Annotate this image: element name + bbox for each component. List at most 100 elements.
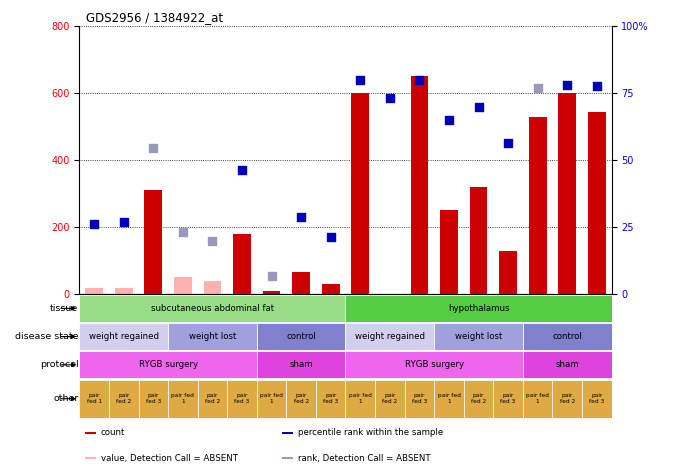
Text: pair fed
1: pair fed 1 <box>261 393 283 404</box>
Bar <box>552 380 582 418</box>
Bar <box>410 76 428 294</box>
Text: RYGB surgery: RYGB surgery <box>405 360 464 369</box>
Text: pair
fed 3: pair fed 3 <box>234 393 249 404</box>
Point <box>148 145 159 152</box>
Bar <box>346 295 612 322</box>
Bar <box>375 380 405 418</box>
Text: weight regained: weight regained <box>89 332 159 341</box>
Point <box>207 237 218 245</box>
Point <box>532 84 543 92</box>
Point <box>88 220 100 228</box>
Bar <box>85 457 97 459</box>
Bar <box>434 380 464 418</box>
Bar <box>79 295 346 322</box>
Text: disease state: disease state <box>15 332 78 341</box>
Point <box>325 234 337 241</box>
Text: subcutaneous abdominal fat: subcutaneous abdominal fat <box>151 304 274 313</box>
Text: pair
fed 2: pair fed 2 <box>205 393 220 404</box>
Text: GDS2956 / 1384922_at: GDS2956 / 1384922_at <box>86 11 223 24</box>
Bar <box>168 380 198 418</box>
Point <box>562 81 573 89</box>
Bar <box>198 380 227 418</box>
Bar <box>493 380 523 418</box>
Bar <box>529 117 547 294</box>
Text: protocol: protocol <box>40 360 78 369</box>
Point <box>296 213 307 221</box>
Bar <box>499 251 517 294</box>
Bar <box>346 351 523 378</box>
Bar <box>346 323 434 350</box>
Point <box>354 76 366 83</box>
Bar <box>115 288 133 294</box>
Point <box>236 166 247 174</box>
Bar <box>292 273 310 294</box>
Bar <box>440 210 458 294</box>
Bar <box>282 457 294 459</box>
Text: pair
fed 2: pair fed 2 <box>294 393 309 404</box>
Bar <box>79 351 257 378</box>
Text: hypothalamus: hypothalamus <box>448 304 509 313</box>
Bar <box>282 432 294 434</box>
Text: other: other <box>53 394 78 403</box>
Text: pair
fed 3: pair fed 3 <box>500 393 515 404</box>
Point <box>591 82 603 90</box>
Text: rank, Detection Call = ABSENT: rank, Detection Call = ABSENT <box>298 454 430 463</box>
Text: weight lost: weight lost <box>189 332 236 341</box>
Bar <box>346 380 375 418</box>
Bar <box>227 380 257 418</box>
Text: pair
fed 1: pair fed 1 <box>86 393 102 404</box>
Bar <box>174 277 192 294</box>
Text: weight regained: weight regained <box>355 332 425 341</box>
Bar <box>523 380 552 418</box>
Bar <box>204 281 221 294</box>
Text: pair fed
1: pair fed 1 <box>527 393 549 404</box>
Bar <box>86 288 103 294</box>
Bar <box>582 380 612 418</box>
Text: pair fed
1: pair fed 1 <box>349 393 372 404</box>
Bar <box>322 284 339 294</box>
Bar <box>316 380 346 418</box>
Text: RYGB surgery: RYGB surgery <box>139 360 198 369</box>
Point <box>414 76 425 83</box>
Text: value, Detection Call = ABSENT: value, Detection Call = ABSENT <box>101 454 238 463</box>
Bar <box>558 93 576 294</box>
Bar <box>470 187 487 294</box>
Text: sham: sham <box>556 360 579 369</box>
Text: pair
fed 2: pair fed 2 <box>116 393 131 404</box>
Text: tissue: tissue <box>50 304 78 313</box>
Bar <box>168 323 257 350</box>
Bar <box>85 432 97 434</box>
Bar <box>405 380 434 418</box>
Text: pair
fed 3: pair fed 3 <box>146 393 161 404</box>
Point <box>473 103 484 110</box>
Bar <box>523 323 612 350</box>
Bar <box>588 111 605 294</box>
Point <box>118 219 129 226</box>
Text: pair
fed 3: pair fed 3 <box>589 393 605 404</box>
Text: pair fed
1: pair fed 1 <box>437 393 460 404</box>
Bar <box>79 380 109 418</box>
Bar <box>233 234 251 294</box>
Text: percentile rank within the sample: percentile rank within the sample <box>298 428 443 437</box>
Bar <box>257 351 346 378</box>
Text: pair fed
1: pair fed 1 <box>171 393 194 404</box>
Text: pair
fed 3: pair fed 3 <box>323 393 339 404</box>
Point <box>266 272 277 280</box>
Text: sham: sham <box>290 360 313 369</box>
Bar <box>109 380 139 418</box>
Bar <box>352 93 369 294</box>
Text: control: control <box>286 332 316 341</box>
Text: control: control <box>552 332 582 341</box>
Bar <box>523 351 612 378</box>
Point <box>384 94 395 102</box>
Point <box>444 116 455 124</box>
Point <box>502 140 513 147</box>
Bar <box>144 191 162 294</box>
Bar <box>434 323 523 350</box>
Bar <box>263 291 281 294</box>
Text: pair
fed 2: pair fed 2 <box>471 393 486 404</box>
Text: count: count <box>101 428 125 437</box>
Bar <box>79 323 168 350</box>
Bar <box>464 380 493 418</box>
Bar <box>257 380 286 418</box>
